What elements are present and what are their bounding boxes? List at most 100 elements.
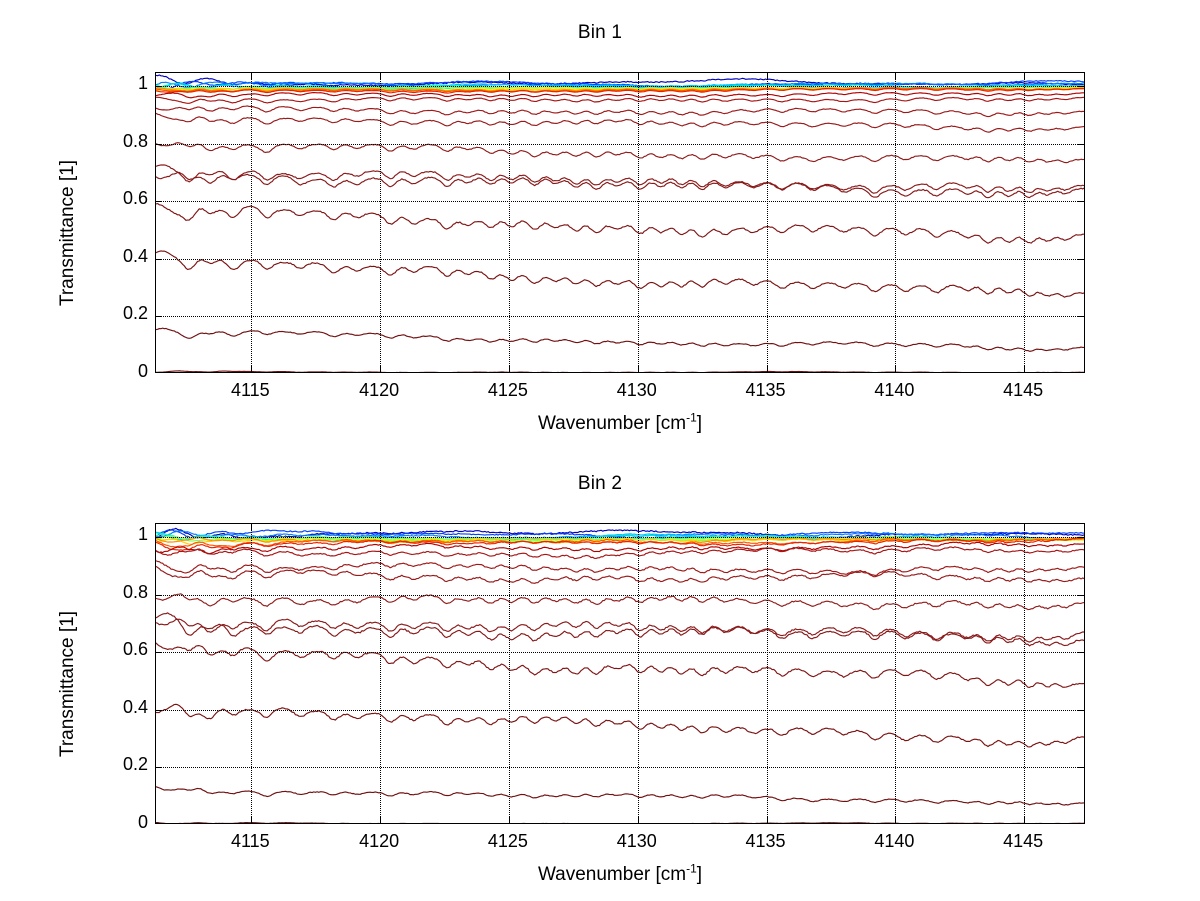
y-tick-label: 0 xyxy=(137,361,148,381)
y-axis-label-bin-2: Transmittance [1] xyxy=(57,610,78,758)
x-tick-mark xyxy=(637,524,639,530)
x-tick-mark xyxy=(766,524,768,530)
spectrum-line xyxy=(156,87,1084,94)
x-tick-label: 4120 xyxy=(359,380,400,400)
x-tick-mark xyxy=(1024,524,1026,530)
x-gridline xyxy=(637,524,639,823)
x-tick-mark xyxy=(251,524,253,530)
x-tick-label: 4140 xyxy=(874,380,915,400)
y-gridline xyxy=(156,201,1084,203)
y-gridline xyxy=(156,709,1084,711)
x-tick-mark xyxy=(637,73,639,79)
x-tick-label: 4145 xyxy=(1003,831,1044,851)
axes-bin-1 xyxy=(155,72,1085,373)
spectrum-line xyxy=(156,164,1084,194)
y-tick-mark xyxy=(1078,316,1084,318)
spectrum-line xyxy=(156,786,1084,806)
spectrum-line xyxy=(156,370,1084,372)
x-gridline xyxy=(251,73,253,372)
x-gridline xyxy=(766,73,768,372)
y-gridline xyxy=(156,258,1084,260)
y-gridline xyxy=(156,143,1084,145)
y-tick-mark xyxy=(1078,201,1084,203)
axes-bin-2 xyxy=(155,523,1085,824)
y-tick-mark xyxy=(1078,536,1084,538)
y-gridline xyxy=(156,594,1084,596)
y-tick-mark xyxy=(1078,709,1084,711)
spectrum-line xyxy=(156,142,1084,164)
spectrum-line xyxy=(156,87,1084,93)
x-tick-mark xyxy=(380,524,382,530)
spectrum-line xyxy=(156,250,1084,298)
x-tick-label: 4130 xyxy=(616,831,657,851)
spectrum-line xyxy=(156,593,1084,611)
spectrum-line xyxy=(156,821,1084,823)
x-tick-mark xyxy=(508,73,510,79)
spectrum-line xyxy=(156,327,1084,352)
y-tick-label: 0.6 xyxy=(122,639,148,660)
spectrum-line xyxy=(156,536,1084,551)
y-tick-label: 1 xyxy=(137,523,148,544)
x-tick-label: 4115 xyxy=(230,831,270,851)
spectrum-line xyxy=(156,96,1084,104)
x-tick-mark xyxy=(380,817,382,823)
y-tick-label: 0 xyxy=(137,812,148,832)
x-tick-mark xyxy=(766,817,768,823)
y-tick-mark xyxy=(156,201,162,203)
y-tick-label: 0.8 xyxy=(122,581,148,602)
y-axis-label-bin-1: Transmittance [1] xyxy=(57,159,78,307)
y-tick-mark xyxy=(156,709,162,711)
x-tick-mark xyxy=(508,524,510,530)
y-tick-mark xyxy=(1078,258,1084,260)
spectrum-line xyxy=(156,703,1084,748)
x-tick-mark xyxy=(508,817,510,823)
spectrum-line xyxy=(156,618,1084,643)
y-tick-label: 0.2 xyxy=(122,303,148,324)
spectrum-line xyxy=(156,560,1084,576)
y-tick-mark xyxy=(156,536,162,538)
y-tick-mark xyxy=(1078,652,1084,654)
x-tick-mark xyxy=(1024,817,1026,823)
x-tick-label: 4140 xyxy=(874,831,915,851)
x-gridline xyxy=(895,524,897,823)
x-axis-label-text-bin-1: Wavenumber [cm xyxy=(537,413,687,434)
spectra-lines xyxy=(156,527,1084,823)
x-tick-mark xyxy=(895,817,897,823)
y-tick-mark xyxy=(1078,143,1084,145)
y-gridline xyxy=(156,652,1084,654)
x-tick-mark xyxy=(1024,73,1026,79)
x-tick-mark xyxy=(251,73,253,79)
x-axis-label-bracket-bin-2: ] xyxy=(696,864,703,885)
y-gridline xyxy=(156,85,1084,87)
x-tick-mark xyxy=(637,817,639,823)
x-gridline xyxy=(766,524,768,823)
y-gridline xyxy=(156,316,1084,318)
y-tick-mark xyxy=(156,85,162,87)
x-tick-mark xyxy=(508,366,510,372)
x-gridline xyxy=(251,524,253,823)
y-tick-label: 0.8 xyxy=(122,130,148,151)
y-tick-label: 0.4 xyxy=(122,245,148,266)
x-tick-mark xyxy=(380,73,382,79)
x-tick-label: 4115 xyxy=(230,380,270,400)
y-tick-mark xyxy=(1078,85,1084,87)
y-tick-mark xyxy=(1078,767,1084,769)
x-tick-label: 4135 xyxy=(745,380,786,400)
x-axis-label-bin-1: Wavenumber [cm-1] xyxy=(155,412,1085,435)
spectrum-line xyxy=(156,91,1084,99)
spectrum-line xyxy=(156,530,1084,540)
subplot-bin-2: Bin 2 4115 4120 4125 4130 4135 4140 4145 0 0.2 0… xyxy=(0,451,1200,901)
x-axis-label-text-bin-2: Wavenumber [cm xyxy=(537,864,687,885)
spectrum-line xyxy=(156,541,1084,555)
x-tick-mark xyxy=(766,73,768,79)
spectrum-line xyxy=(156,642,1084,688)
y-tick-mark xyxy=(156,143,162,145)
y-tick-label: 0.4 xyxy=(122,696,148,717)
x-tick-label: 4130 xyxy=(616,380,657,400)
y-tick-label: 0.2 xyxy=(122,754,148,775)
spectrum-line xyxy=(156,612,1084,647)
y-tick-mark xyxy=(156,316,162,318)
x-tick-label: 4135 xyxy=(745,831,786,851)
x-gridline xyxy=(895,73,897,372)
y-tick-mark xyxy=(1078,594,1084,596)
